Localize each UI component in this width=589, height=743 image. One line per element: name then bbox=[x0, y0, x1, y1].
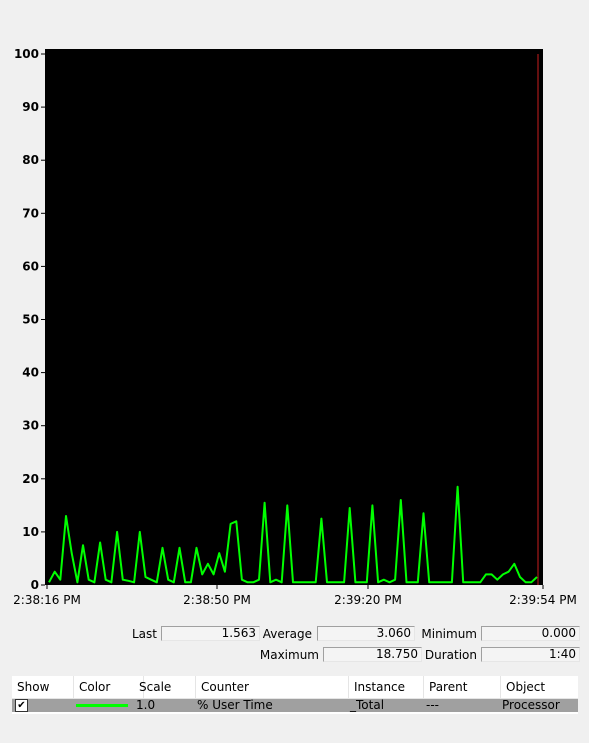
y-tick-label: 30 bbox=[22, 419, 39, 433]
series-group bbox=[48, 485, 538, 584]
x-tick-label: 2:39:54 PM bbox=[509, 593, 577, 607]
minimum-label: Minimum bbox=[421, 627, 477, 641]
legend-header: Show Color Scale Counter Instance Parent… bbox=[12, 676, 578, 699]
counter-legend[interactable]: Show Color Scale Counter Instance Parent… bbox=[12, 676, 578, 714]
x-tick-label: 2:39:20 PM bbox=[334, 593, 402, 607]
x-tick-label: 2:38:16 PM bbox=[13, 593, 81, 607]
y-tick-label: 100 bbox=[14, 47, 39, 61]
maximum-value: 18.750 bbox=[323, 647, 422, 662]
column-object[interactable]: Object bbox=[506, 680, 546, 694]
show-checkbox[interactable]: ✔ bbox=[15, 699, 28, 712]
column-parent[interactable]: Parent bbox=[424, 676, 501, 698]
column-instance[interactable]: Instance bbox=[349, 676, 424, 698]
y-axis: 0 10 20 30 40 50 60 70 80 90 100 bbox=[14, 47, 45, 592]
instance-cell: _Total bbox=[350, 698, 385, 712]
last-value: 1.563 bbox=[161, 626, 260, 641]
column-color[interactable]: Color bbox=[74, 676, 144, 698]
average-label: Average bbox=[262, 627, 312, 641]
object-cell: Processor bbox=[502, 698, 560, 712]
y-tick-label: 60 bbox=[22, 259, 39, 273]
x-axis: 2:38:16 PM 2:38:50 PM 2:39:20 PM 2:39:54 PM bbox=[13, 585, 577, 607]
duration-value: 1:40 bbox=[481, 647, 580, 662]
graph-svg: 0 10 20 30 40 50 60 70 80 90 100 2:38:16 PM 2:38:50… bbox=[13, 47, 577, 607]
duration-label: Duration bbox=[424, 648, 477, 662]
y-tick-label: 70 bbox=[22, 206, 39, 220]
series-line bbox=[48, 485, 538, 584]
column-show[interactable]: Show bbox=[12, 676, 74, 698]
color-swatch bbox=[76, 704, 128, 707]
y-tick-label: 80 bbox=[22, 153, 39, 167]
y-tick-label: 50 bbox=[22, 313, 39, 327]
y-tick-label: 40 bbox=[22, 366, 39, 380]
average-value: 3.060 bbox=[317, 626, 415, 641]
maximum-label: Maximum bbox=[259, 648, 319, 662]
counter-cell: % User Time bbox=[197, 698, 273, 712]
counter-row[interactable]: ✔ 1.0 % User Time _Total --- Processor bbox=[12, 699, 578, 712]
y-tick-label: 10 bbox=[22, 525, 39, 539]
column-counter[interactable]: Counter bbox=[196, 676, 349, 698]
performance-graph: 0 10 20 30 40 50 60 70 80 90 100 2:38:16 PM 2:38:50… bbox=[13, 47, 577, 607]
last-label: Last bbox=[132, 627, 157, 641]
y-tick-label: 0 bbox=[31, 578, 39, 592]
scale-cell: 1.0 bbox=[136, 698, 156, 712]
plot-background bbox=[45, 49, 543, 585]
column-scale[interactable]: Scale bbox=[134, 676, 196, 698]
x-tick-label: 2:38:50 PM bbox=[183, 593, 251, 607]
y-tick-label: 90 bbox=[22, 100, 39, 114]
parent-cell: --- bbox=[426, 698, 439, 712]
minimum-value: 0.000 bbox=[481, 626, 580, 641]
y-tick-label: 20 bbox=[22, 472, 39, 486]
